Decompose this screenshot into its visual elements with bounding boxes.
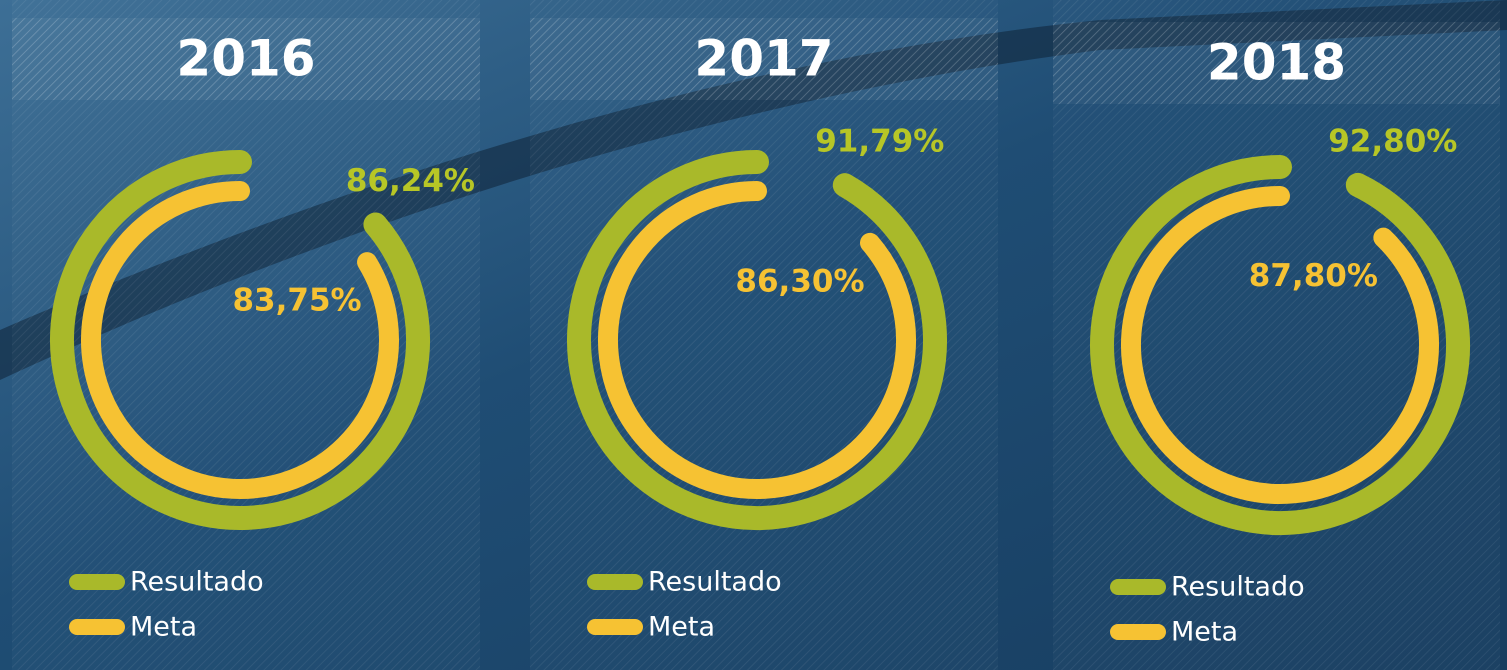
page: 2016 86,24% Resultado 83,75% Meta 2017 91,79% R… [0,0,1507,670]
value-label: 86,30% [735,263,864,299]
chart: 2016 86,24% Resultado 83,75% Meta 2017 91,79% R… [0,0,1507,670]
chart-title: 2018 [1207,34,1346,92]
value-label: 86,24% [346,163,475,199]
legend-label: Resultado [1171,572,1305,603]
value-label: 91,79% [815,124,944,160]
chart-title: 2016 [176,30,315,88]
legend-label: Resultado [648,567,782,598]
value-label: 87,80% [1249,258,1378,294]
legend-label: Meta [648,612,715,643]
legend-label: Meta [1171,617,1238,648]
legend-label: Meta [130,612,197,643]
value-label: 92,80% [1328,123,1457,159]
chart-title: 2017 [694,30,833,88]
value-label: 83,75% [232,283,361,319]
legend-label: Resultado [130,567,264,598]
